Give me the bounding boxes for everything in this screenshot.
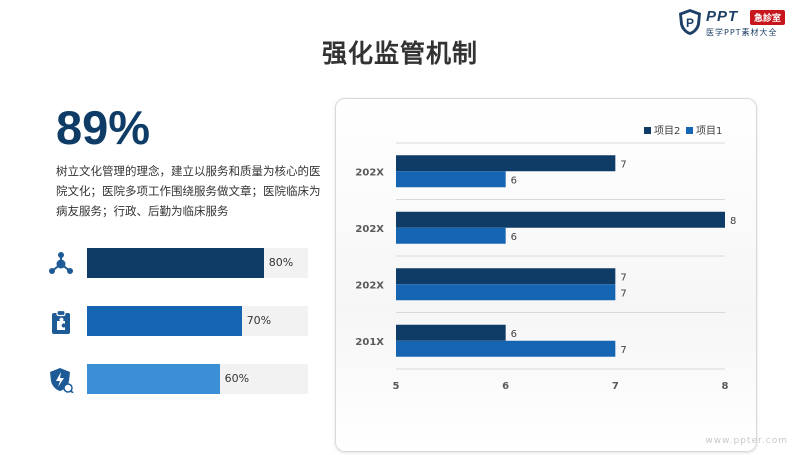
bar-series2 xyxy=(396,268,616,285)
logo-badge: 急診室 xyxy=(750,10,786,25)
data-label: 7 xyxy=(620,345,626,356)
bar-series2 xyxy=(396,155,616,172)
bar-series1 xyxy=(396,340,616,357)
svg-text:P: P xyxy=(686,16,694,30)
molecule-network-icon xyxy=(49,252,73,274)
progress-label: 60% xyxy=(224,372,250,385)
legend-swatch xyxy=(644,127,651,134)
category-label: 202X xyxy=(355,280,384,291)
data-label: 7 xyxy=(620,288,626,299)
x-tick-label: 8 xyxy=(722,381,729,392)
bar-series2 xyxy=(396,324,506,341)
bar-series1 xyxy=(396,171,506,188)
brand-logo: P PPT 急診室 医学PPT素材大全 xyxy=(678,6,794,40)
legend-swatch xyxy=(686,127,693,134)
data-label: 8 xyxy=(730,216,736,227)
progress-row: 60% xyxy=(48,364,310,396)
highlight-description: 树立文化管理的理念，建立以服务和质量为核心的医院文化；医院多项工作围绕服务做文章… xyxy=(56,164,321,218)
progress-fill xyxy=(87,364,220,394)
bar-series1 xyxy=(396,227,506,244)
progress-label: 80% xyxy=(268,256,294,269)
data-label: 6 xyxy=(511,232,517,243)
progress-fill xyxy=(87,306,242,336)
page-title: 强化监管机制 xyxy=(321,39,478,68)
logo-subtitle: 医学PPT素材大全 xyxy=(706,28,778,37)
progress-fill xyxy=(87,248,264,278)
chart-panel: 5 6 7 8 202X 7 6 202X 8 6 202X 7 7 201X 6 7 项目2 项目1 xyxy=(335,98,757,452)
watermark: www.ppter.com xyxy=(705,436,788,446)
progress-label: 70% xyxy=(246,314,272,327)
category-label: 202X xyxy=(355,167,384,178)
clipboard-puzzle-icon xyxy=(52,309,70,334)
category-label: 202X xyxy=(355,224,384,235)
data-label: 7 xyxy=(620,272,626,283)
bar-chart: 5 6 7 8 202X 7 6 202X 8 6 202X 7 7 201X 6 7 项目2 项目1 xyxy=(355,125,736,392)
shield-logo-icon: P xyxy=(679,9,701,35)
progress-track: 60% xyxy=(87,364,308,394)
logo-text: PPT xyxy=(706,8,739,25)
category-label: 201X xyxy=(355,337,384,348)
data-label: 6 xyxy=(511,329,517,340)
x-tick-label: 5 xyxy=(393,381,400,392)
progress-track: 70% xyxy=(87,306,308,336)
bar-series1 xyxy=(396,284,616,301)
progress-row: 80% xyxy=(48,248,310,280)
data-label: 6 xyxy=(511,175,517,186)
legend-label: 项目1 xyxy=(696,125,722,137)
x-tick-label: 7 xyxy=(612,381,619,392)
bar-series2 xyxy=(396,211,725,228)
highlight-percent: 89% xyxy=(56,101,151,154)
legend-label: 项目2 xyxy=(654,125,680,137)
progress-row: 70% xyxy=(48,306,310,338)
data-label: 7 xyxy=(620,159,626,170)
shield-lightning-icon xyxy=(50,368,74,393)
progress-track: 80% xyxy=(87,248,308,278)
x-tick-label: 6 xyxy=(502,381,509,392)
